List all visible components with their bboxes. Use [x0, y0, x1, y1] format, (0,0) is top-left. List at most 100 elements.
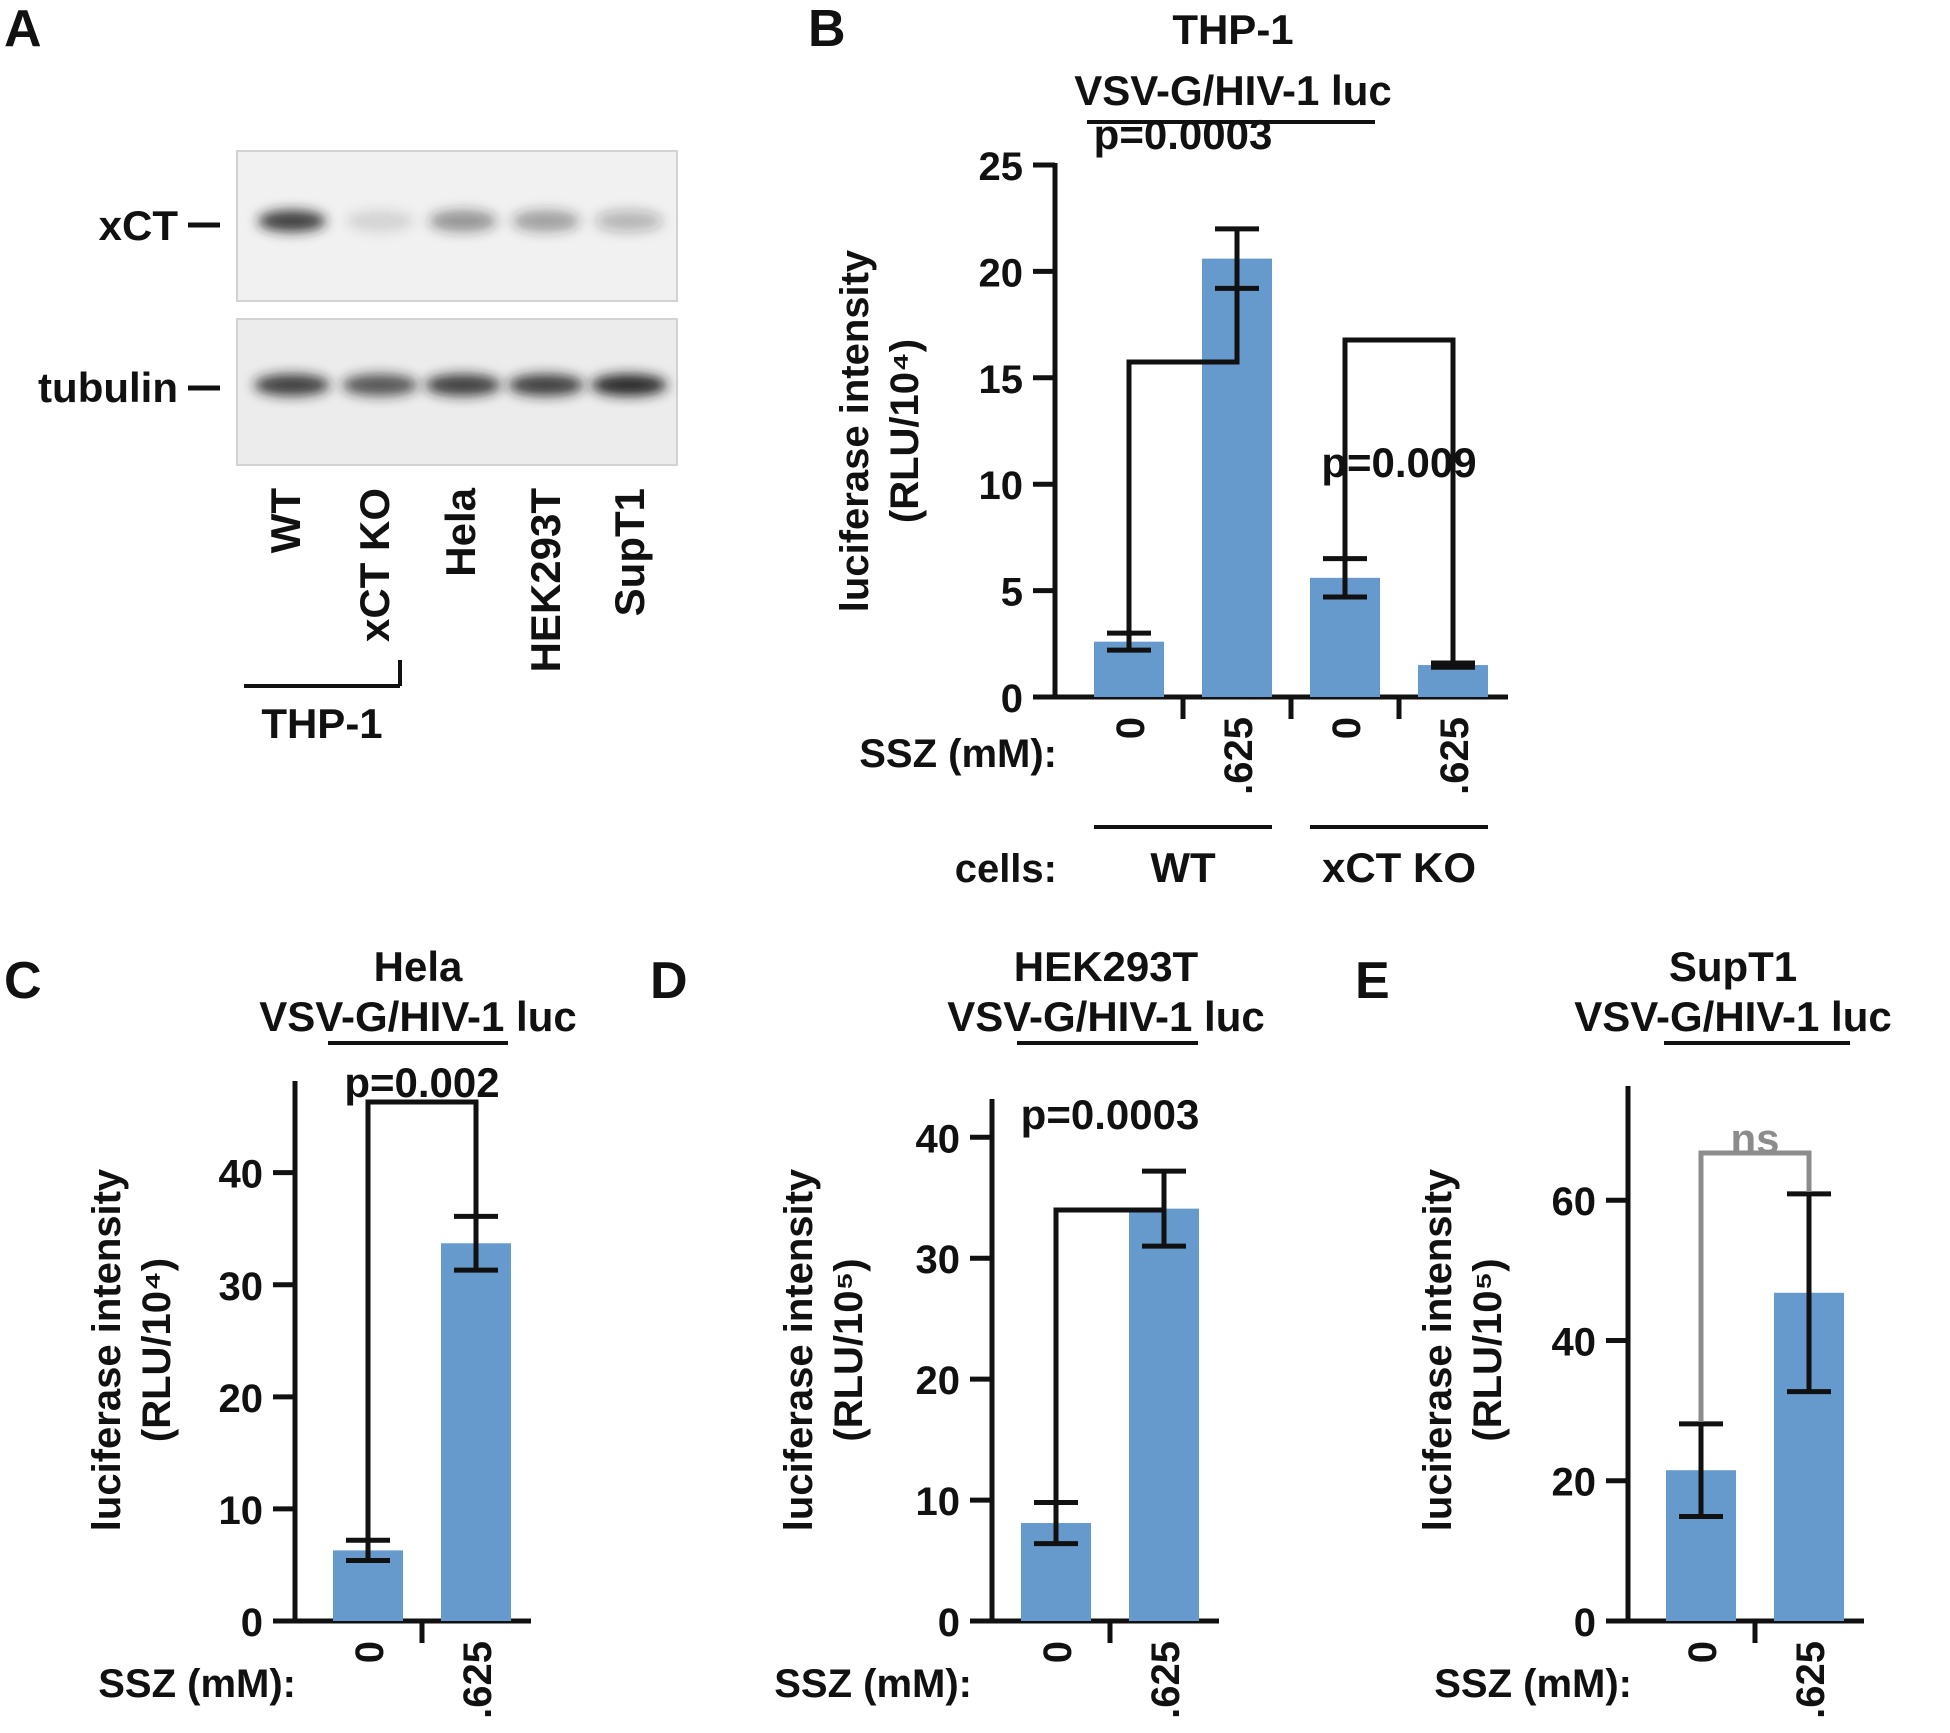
chart-c-x-prefix: SSZ (mM):	[98, 1662, 296, 1706]
chart-b-significance-label-2: p=0.009	[1321, 439, 1476, 486]
chart-b-ytick-label-0: 0	[1001, 677, 1023, 721]
blot-band-tubulin-1	[254, 374, 330, 396]
chart-b-cell-group-label-2: xCT KO	[1322, 844, 1476, 891]
lane-label-xct-ko: xCT KO	[351, 488, 398, 642]
chart-c-ylabel-line-2: (RLU/10⁴)	[135, 1258, 179, 1442]
chart-d-ylabel-line-1: luciferase intensity	[777, 1168, 821, 1531]
chart-d-category-label-2: .625	[1144, 1641, 1188, 1719]
chart-b-category-label-1: 0	[1109, 717, 1153, 739]
chart-b-significance-bracket-1	[1126, 226, 1240, 632]
chart-d-title-line-1: HEK293T	[1014, 943, 1199, 990]
blot-band-tubulin-3	[425, 374, 501, 396]
chart-e-ytick-label-60: 60	[1552, 1180, 1597, 1224]
chart-d-bar-2	[1129, 1208, 1199, 1621]
chart-b-significance-label-1: p=0.0003	[1094, 111, 1273, 158]
chart-c-title-line-1: Hela	[374, 943, 463, 990]
chart-d-ytick-label-20: 20	[916, 1359, 961, 1403]
chart-e-category-label-1: 0	[1681, 1641, 1725, 1663]
blot-band-tubulin-2	[342, 374, 418, 396]
blot-band-xct-3	[429, 210, 497, 232]
lane-label-supt1: SupT1	[606, 488, 653, 616]
blot-band-tubulin-4	[508, 374, 584, 396]
chart-e-ylabel-line-1: luciferase intensity	[1416, 1168, 1460, 1531]
chart-d-significance-bracket-1	[1053, 1169, 1167, 1501]
panel-letter-d: D	[650, 952, 688, 1010]
chart-e-ytick-label-0: 0	[1574, 1601, 1596, 1645]
chart-b-bar-4	[1418, 665, 1488, 697]
chart-b-x-prefix: SSZ (mM):	[859, 732, 1057, 776]
chart-b-ytick-label-15: 15	[979, 358, 1024, 402]
chart-e-ytick-label-40: 40	[1552, 1320, 1597, 1364]
blot-band-xct-1	[258, 210, 326, 232]
chart-b: THP-1 VSV-G/HIV-1 luc luciferase intensity…	[833, 6, 1508, 891]
chart-b-ylabel-line-1: luciferase intensity	[833, 249, 877, 612]
panel-letter-b: B	[808, 0, 846, 58]
chart-e-ylabel-line-2: (RLU/10⁵)	[1466, 1258, 1510, 1441]
chart-e-title-line-1: SupT1	[1669, 943, 1797, 990]
chart-c-ytick-label-20: 20	[219, 1377, 264, 1421]
panel-letter-c: C	[4, 952, 42, 1010]
blot-bands	[254, 210, 667, 396]
chart-e-significance-label-1: ns	[1730, 1115, 1779, 1162]
chart-d-x-prefix: SSZ (mM):	[774, 1662, 972, 1706]
chart-b-ytick-label-10: 10	[979, 464, 1024, 508]
chart-e-title-line-2: VSV-G/HIV-1 luc	[1574, 993, 1891, 1040]
chart-e-category-label-2: .625	[1789, 1641, 1833, 1719]
chart-b-category-label-2: .625	[1217, 717, 1261, 795]
chart-b-significance-bracket-2	[1342, 337, 1456, 661]
chart-b-cells-label: cells:	[955, 847, 1057, 891]
chart-d-ylabel-line-2: (RLU/10⁵)	[827, 1258, 871, 1441]
chart-b-ytick-label-25: 25	[979, 145, 1024, 189]
blot-band-tubulin-5	[591, 374, 667, 396]
chart-d-ytick-label-30: 30	[916, 1238, 961, 1282]
chart-d-category-label-1: 0	[1036, 1641, 1080, 1663]
chart-e-significance-bracket-1	[1698, 1150, 1812, 1422]
chart-c-significance-label-1: p=0.002	[344, 1059, 499, 1106]
chart-d-ytick-label-40: 40	[916, 1117, 961, 1161]
blot-band-xct-4	[512, 210, 580, 232]
lane-label-hek293t: HEK293T	[522, 488, 569, 673]
chart-e-ytick-label-20: 20	[1552, 1461, 1597, 1505]
blot-row-label-xct: xCT	[99, 202, 179, 249]
chart-c-category-label-1: 0	[348, 1641, 392, 1663]
lane-label-hela: Hela	[437, 487, 484, 576]
chart-e-x-prefix: SSZ (mM):	[1434, 1662, 1632, 1706]
chart-b-ylabel-line-2: (RLU/10⁴)	[883, 339, 927, 523]
panel-b: B THP-1 VSV-G/HIV-1 luc luciferase intensi…	[808, 0, 1508, 891]
blot-band-xct-5	[595, 210, 663, 232]
chart-b-ytick-label-20: 20	[979, 251, 1024, 295]
panel-letter-e: E	[1355, 952, 1390, 1010]
lane-label-wt: WT	[262, 488, 309, 554]
chart-b-title-line-1: THP-1	[1172, 6, 1293, 53]
blot-band-xct-2	[346, 210, 414, 232]
thp1-group-label: THP-1	[261, 700, 382, 747]
chart-c-ytick-label-10: 10	[219, 1489, 264, 1533]
chart-b-category-label-4: .625	[1433, 717, 1477, 795]
chart-c-ytick-label-40: 40	[219, 1153, 264, 1197]
panel-letter-a: A	[4, 0, 42, 58]
chart-d-ytick-label-10: 10	[916, 1480, 961, 1524]
chart-d-ytick-label-0: 0	[938, 1601, 960, 1645]
chart-c-title-line-2: VSV-G/HIV-1 luc	[259, 993, 576, 1040]
chart-c-ytick-label-30: 30	[219, 1265, 264, 1309]
chart-c-ytick-label-0: 0	[241, 1601, 263, 1645]
chart-b-title-line-2: VSV-G/HIV-1 luc	[1074, 67, 1391, 114]
blot-row-label-tubulin: tubulin	[38, 364, 178, 411]
chart-b-cell-group-label-1: WT	[1150, 844, 1216, 891]
chart-c-ylabel-line-1: luciferase intensity	[85, 1168, 129, 1531]
chart-c-category-label-2: .625	[456, 1641, 500, 1719]
chart-d-significance-label-1: p=0.0003	[1021, 1091, 1200, 1138]
chart-b-ytick-label-5: 5	[1001, 571, 1023, 615]
chart-d-title-line-2: VSV-G/HIV-1 luc	[947, 993, 1264, 1040]
chart-c-significance-bracket-1	[365, 1099, 479, 1539]
panel-a: A xCT tubulin WT xCT KO Hela HEK293T Sup…	[4, 0, 678, 747]
chart-c-bar-2	[441, 1243, 511, 1621]
chart-b-category-label-3: 0	[1325, 717, 1369, 739]
